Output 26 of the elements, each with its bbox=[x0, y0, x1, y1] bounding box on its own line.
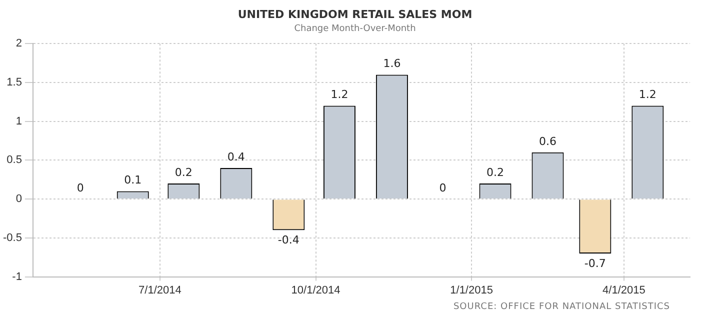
y-tick-label: -1 bbox=[12, 270, 22, 283]
chart-subtitle: Change Month-Over-Month bbox=[293, 24, 417, 34]
y-tick-label: -0.5 bbox=[2, 232, 22, 244]
data-label: -0.4 bbox=[278, 234, 300, 247]
y-tick-label: 1 bbox=[16, 115, 22, 128]
data-label: 0.4 bbox=[227, 150, 245, 164]
x-tick-label: 1/1/2015 bbox=[450, 284, 493, 296]
y-tick-label: 0 bbox=[16, 193, 22, 206]
data-label: 1.2 bbox=[638, 88, 656, 102]
data-label: 0.1 bbox=[124, 174, 142, 187]
x-tick-label: 7/1/2014 bbox=[138, 284, 182, 296]
data-label: 1.2 bbox=[330, 88, 348, 102]
x-tick-label: 10/1/2014 bbox=[291, 284, 340, 296]
data-label: 0.2 bbox=[486, 166, 504, 179]
y-tick-label: 2 bbox=[16, 38, 22, 50]
source-note: SOURCE: OFFICE FOR NATIONAL STATISTICS bbox=[453, 302, 670, 312]
data-label: -0.7 bbox=[584, 256, 606, 270]
data-label: 0 bbox=[76, 181, 84, 194]
data-label: 0.6 bbox=[539, 134, 557, 148]
y-tick-label: 1.5 bbox=[6, 76, 22, 88]
data-label: 1.6 bbox=[383, 57, 401, 70]
y-tick-label: 0.5 bbox=[6, 154, 22, 166]
chart-title: UNITED KINGDOM RETAIL SALES MOM bbox=[236, 8, 474, 21]
data-label: 0 bbox=[439, 181, 446, 194]
data-label: 0.2 bbox=[174, 166, 192, 179]
x-tick-label: 4/1/2015 bbox=[602, 284, 646, 296]
